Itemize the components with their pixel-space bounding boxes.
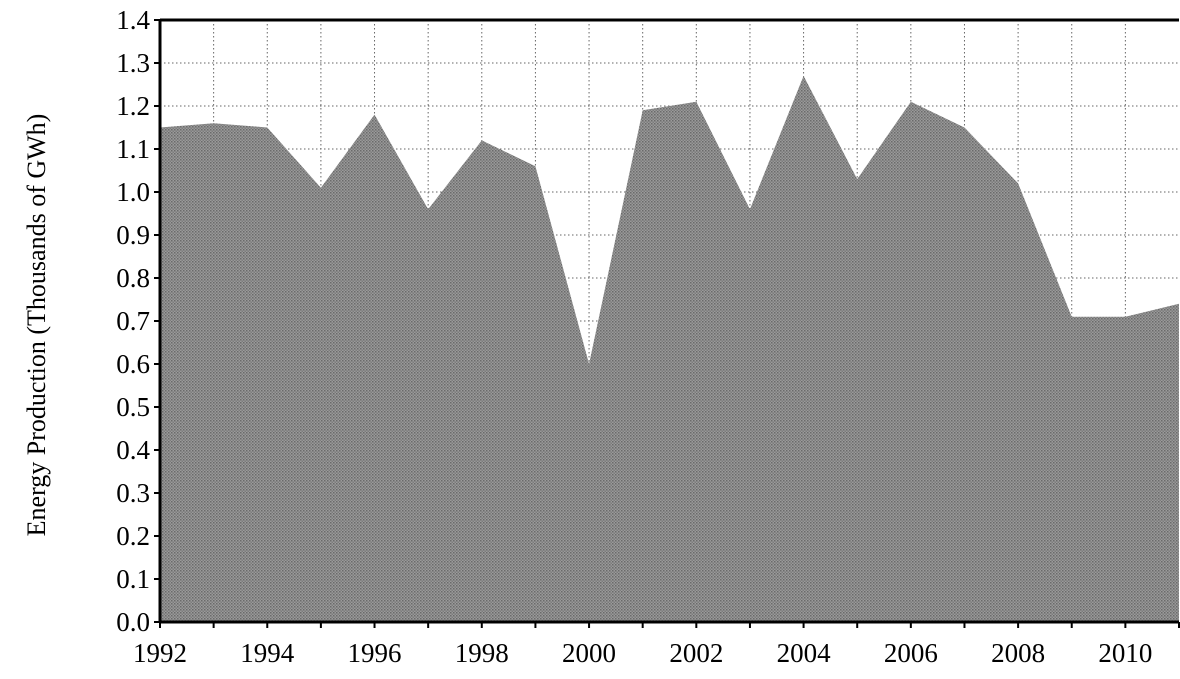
- y-tick-label: 0.6: [116, 349, 150, 379]
- y-tick-label: 1.2: [116, 91, 150, 121]
- x-tick-label: 1992: [133, 638, 187, 668]
- y-tick-label: 0.1: [116, 564, 150, 594]
- x-tick-label: 2006: [884, 638, 938, 668]
- x-tick-label: 2002: [669, 638, 723, 668]
- x-tick-label: 2004: [777, 638, 832, 668]
- y-tick-label: 1.4: [116, 5, 150, 35]
- area-series: [160, 75, 1179, 622]
- y-tick-label: 1.0: [116, 177, 150, 207]
- x-tick-label: 1994: [240, 638, 295, 668]
- y-tick-label: 0.3: [116, 478, 150, 508]
- y-tick-label: 0.9: [116, 220, 150, 250]
- y-axis-label: Energy Production (Thousands of GWh): [22, 114, 51, 537]
- y-tick-label: 0.8: [116, 263, 150, 293]
- x-tick-label: 2000: [562, 638, 616, 668]
- y-tick-label: 1.1: [116, 134, 150, 164]
- x-tick-label: 1996: [348, 638, 402, 668]
- y-tick-label: 1.3: [116, 48, 150, 78]
- x-tick-label: 2010: [1098, 638, 1152, 668]
- y-tick-label: 0.5: [116, 392, 150, 422]
- x-tick-labels: 1992 1994 1996 1998 2000 2002 2004 2006 2008 2010: [133, 622, 1180, 668]
- y-tick-label: 0.4: [116, 435, 150, 465]
- x-tick-label: 1998: [455, 638, 509, 668]
- y-tick-label: 0.0: [116, 607, 150, 637]
- area-layer: [160, 75, 1179, 622]
- x-tick-label: 2008: [991, 638, 1045, 668]
- y-tick-labels: 0.0 0.1 0.2 0.3 0.4 0.5 0.6 0.7 0.8 0.9 1.0 1.1 1.2 1…: [116, 5, 160, 637]
- y-tick-label: 0.7: [116, 306, 150, 336]
- y-tick-label: 0.2: [116, 521, 150, 551]
